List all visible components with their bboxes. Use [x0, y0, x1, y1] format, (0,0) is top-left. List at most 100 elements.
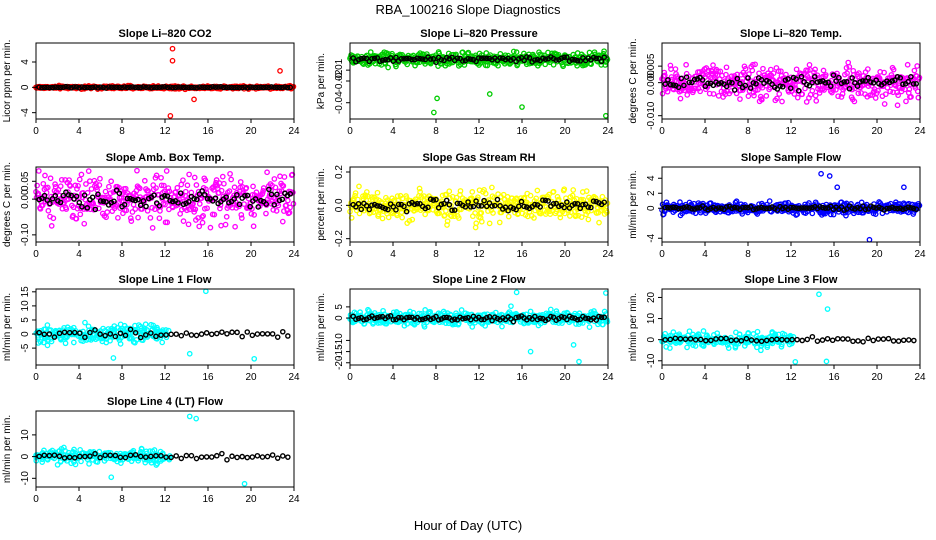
- reference-point: [279, 84, 286, 91]
- reference-point: [68, 192, 75, 199]
- data-point: [749, 67, 756, 74]
- reference-point: [846, 85, 853, 92]
- data-point: [161, 182, 167, 189]
- reference-point: [259, 454, 266, 460]
- reference-point: [175, 84, 181, 90]
- data-point: [191, 174, 198, 181]
- reference-point: [885, 335, 892, 342]
- data-point: [416, 185, 423, 192]
- reference-point: [84, 205, 91, 211]
- reference-point: [183, 452, 190, 459]
- x-tick-label: 0: [347, 249, 353, 260]
- data-point: [127, 215, 134, 222]
- data-point: [211, 211, 218, 218]
- data-point: [74, 186, 80, 192]
- data-point: [696, 69, 703, 75]
- data-point: [233, 189, 240, 196]
- data-point: [807, 66, 813, 73]
- reference-point: [46, 331, 53, 337]
- data-point: [184, 182, 191, 189]
- data-point: [63, 206, 70, 212]
- y-tick-label: 0.00: [20, 189, 31, 209]
- data-points: [347, 48, 611, 119]
- outlier-point: [824, 306, 831, 312]
- outlier-point: [186, 350, 193, 357]
- data-point: [812, 92, 819, 99]
- data-point: [458, 307, 465, 313]
- data-point: [373, 196, 380, 202]
- reference-point: [239, 453, 245, 460]
- reference-point: [73, 84, 80, 90]
- reference-point: [905, 337, 912, 343]
- data-point: [799, 91, 806, 98]
- x-tick-label: 24: [288, 126, 300, 137]
- x-tick-label: 4: [702, 249, 708, 260]
- reference-point: [473, 58, 479, 65]
- data-point: [809, 87, 816, 94]
- data-point: [385, 214, 392, 221]
- y-tick-label: 0: [646, 205, 657, 211]
- reference-point: [161, 192, 168, 199]
- data-point: [199, 219, 206, 226]
- reference-point: [285, 454, 291, 460]
- x-tick-label: 20: [559, 249, 571, 260]
- reference-point: [419, 56, 426, 62]
- reference-point: [135, 196, 141, 203]
- reference-point: [229, 453, 235, 460]
- data-points: [659, 291, 917, 365]
- x-tick-label: 4: [76, 249, 82, 260]
- data-point: [162, 201, 168, 208]
- data-point: [887, 88, 894, 95]
- reference-point: [218, 83, 224, 90]
- reference-point: [860, 339, 866, 345]
- data-point: [513, 49, 520, 55]
- data-point: [914, 88, 921, 95]
- reference-point: [129, 84, 136, 90]
- reference-point: [219, 329, 225, 335]
- reference-point: [852, 80, 858, 86]
- reference-point: [553, 57, 559, 63]
- reference-point: [814, 79, 821, 85]
- reference-point: [140, 198, 147, 204]
- reference-point: [279, 196, 286, 203]
- y-tick-label: 0: [334, 315, 345, 321]
- reference-point: [795, 87, 802, 94]
- reference-point: [44, 84, 51, 91]
- data-point: [277, 173, 283, 180]
- reference-point: [558, 55, 565, 62]
- reference-point: [478, 55, 485, 62]
- outlier-point: [110, 355, 117, 361]
- data-point: [279, 218, 286, 225]
- panel-title: Slope Gas Stream RH: [422, 152, 535, 164]
- reference-point: [255, 84, 262, 91]
- data-point: [88, 186, 95, 192]
- data-point: [499, 323, 505, 330]
- reference-point: [156, 84, 163, 91]
- data-point: [422, 211, 429, 218]
- reference-point: [793, 76, 799, 82]
- reference-point: [71, 84, 77, 90]
- plot-frame: [35, 410, 295, 488]
- panel-3: Slope Li–820 Temp.degrees C per min.0 4 8 1…: [628, 28, 926, 137]
- reference-point: [92, 84, 99, 90]
- reference-point: [268, 84, 275, 90]
- data-points: [33, 167, 297, 231]
- data-point: [394, 212, 400, 219]
- data-point: [86, 461, 92, 467]
- reference-point: [226, 84, 232, 91]
- reference-point: [212, 195, 219, 201]
- reference-point: [183, 330, 190, 336]
- x-tick-label: 0: [659, 126, 665, 137]
- data-point: [204, 205, 210, 212]
- data-point: [141, 177, 148, 184]
- reference-point: [143, 84, 149, 91]
- reference-point: [723, 83, 730, 90]
- data-point: [207, 224, 214, 231]
- reference-point: [258, 197, 264, 204]
- data-point: [228, 176, 235, 183]
- data-point: [70, 212, 76, 219]
- reference-point: [510, 318, 517, 325]
